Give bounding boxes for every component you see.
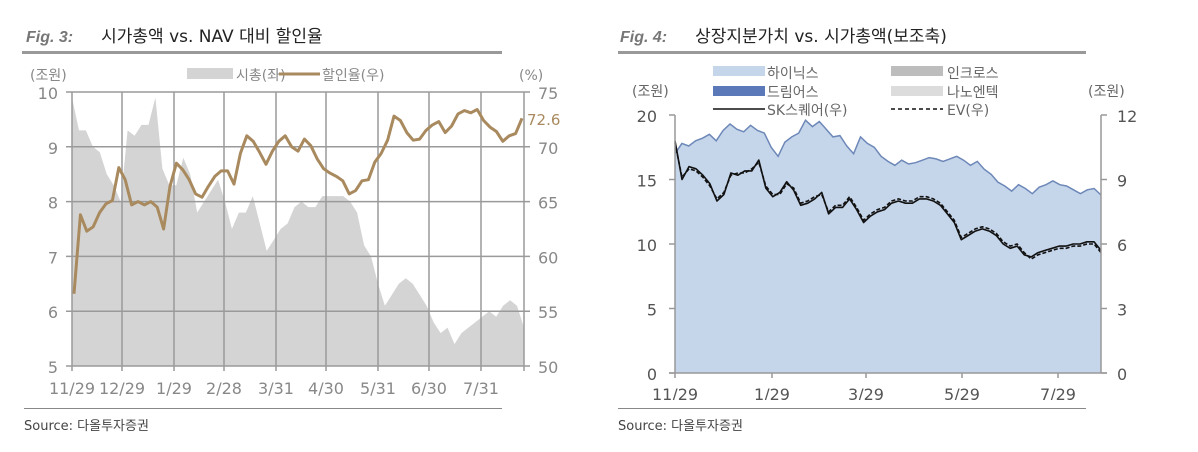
legend-label-discount: 할인율(우) (322, 68, 384, 84)
figure-4-bottom-rule (618, 408, 1086, 409)
figure-4-top-rule (618, 51, 1086, 54)
y-tick-left: 9 (48, 139, 58, 158)
y-tick-right: 0 (1117, 365, 1127, 384)
legend-label-incross: 인크로스 (947, 66, 999, 82)
legend-swatch-nanoentek (891, 86, 943, 96)
x-tick: 3/29 (848, 385, 884, 400)
discount-rate-line (72, 108, 524, 294)
legend-label-nanoentek: 나노엔텍 (947, 85, 999, 101)
y-tick-right: 75 (538, 84, 558, 103)
figure-3-label: Fig. 3: (26, 29, 74, 46)
legend-label-dreamus: 드림어스 (767, 85, 819, 101)
figure-3-bottom-rule (24, 408, 502, 409)
ev-line (674, 142, 1102, 260)
y-tick-left: 15 (637, 172, 657, 191)
y-tick-left: 8 (48, 194, 58, 213)
legend-swatch-incross (891, 66, 943, 76)
x-tick: 7/29 (1040, 385, 1076, 400)
market-cap-area (72, 97, 524, 366)
y-tick-left: 5 (48, 358, 58, 377)
x-tick: 1/29 (156, 379, 192, 398)
y-tick-right: 3 (1117, 301, 1127, 320)
y-tick-left: 10 (38, 84, 58, 103)
x-tick: 11/29 (49, 379, 95, 398)
legend-swatch-dreamus (713, 86, 765, 96)
x-tick: 1/29 (754, 385, 790, 400)
y-tick-right: 70 (538, 139, 558, 158)
x-tick: 3/31 (258, 379, 294, 398)
figure-4-source: Source: 다올투자증권 (618, 419, 743, 434)
legend-label-sk-square: SK스퀘어(우) (767, 103, 848, 119)
area-top-edge (674, 118, 1102, 196)
x-tick: 11/29 (652, 385, 698, 400)
y-axis-left-unit: (조원) (632, 84, 669, 100)
figure-3-source: Source: 다올투자증권 (24, 419, 149, 434)
sk-square-and-ev-lines (674, 140, 1102, 260)
x-tick: 5/29 (944, 385, 980, 400)
y-tick-left: 0 (647, 365, 657, 384)
listed-stake-value-area (674, 118, 1102, 373)
y-tick-left: 5 (647, 301, 657, 320)
x-tick: 5/31 (360, 379, 396, 398)
figure-3: Fig. 3: 시가총액 vs. NAV 대비 할인율 10 75 9 70 8 65 7 60… (22, 22, 560, 434)
figure-4-title: 상장지분가치 vs. 시가총액(보조축) (695, 27, 947, 47)
figure-4-title-row: Fig. 4: 상장지분가치 vs. 시가총액(보조축) (620, 22, 947, 47)
y-axis-right-unit: (%) (519, 68, 543, 84)
y-tick-right: 12 (1117, 107, 1137, 126)
chart-grid (66, 91, 530, 371)
y-tick-left: 6 (48, 303, 58, 322)
legend-label-ev: EV(우) (947, 103, 989, 119)
x-tick: 7/31 (463, 379, 499, 398)
discount-rate-polyline (72, 108, 524, 294)
x-tick: 4/30 (308, 379, 344, 398)
hynix-area-shape (675, 120, 1101, 373)
y-tick-right: 9 (1117, 172, 1127, 191)
legend-label-market-cap: 시총(좌) (236, 68, 286, 84)
last-value-annotation: 72.6 (527, 111, 560, 129)
y-tick-right: 55 (538, 303, 558, 322)
market-cap-area-shape (72, 97, 524, 366)
y-tick-right: 6 (1117, 236, 1127, 255)
figure-3-title: 시가총액 vs. NAV 대비 할인율 (101, 27, 323, 47)
y-tick-right: 65 (538, 194, 558, 213)
y-tick-left: 20 (637, 107, 657, 126)
y-tick-right: 50 (538, 358, 558, 377)
x-tick: 12/29 (99, 379, 145, 398)
y-axis-left-unit: (조원) (30, 68, 67, 84)
y-axis-right-unit: (조원) (1088, 84, 1125, 100)
x-tick: 6/30 (411, 379, 447, 398)
legend-swatch-hynix (713, 66, 765, 76)
legend-swatch-market-cap (187, 68, 233, 79)
y-tick-left: 7 (48, 248, 58, 267)
y-tick-left: 10 (637, 236, 657, 255)
x-tick: 2/28 (206, 379, 242, 398)
y-tick-right: 60 (538, 248, 558, 267)
sk-square-line (674, 140, 1102, 258)
figure-3-title-row: Fig. 3: 시가총액 vs. NAV 대비 할인율 (26, 22, 323, 47)
figure-3-top-rule (22, 51, 502, 54)
figure-4: Fig. 4: 상장지분가치 vs. 시가총액(보조축) 20 12 15 9 10 6 5 3… (600, 0, 1198, 452)
figure-4-label: Fig. 4: (620, 29, 668, 46)
legend-label-hynix: 하이닉스 (767, 66, 819, 82)
